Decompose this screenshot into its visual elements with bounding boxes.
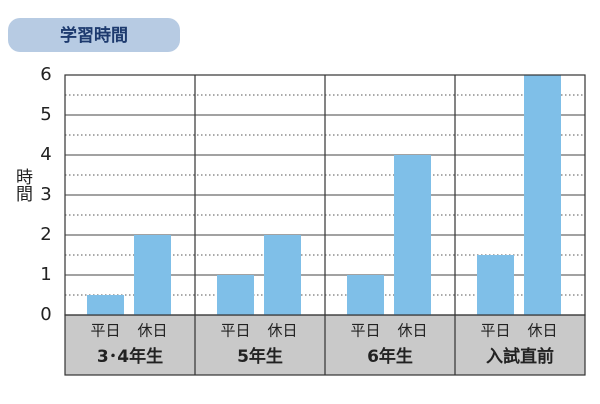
- bar: [87, 295, 124, 315]
- series-label: 平日: [480, 322, 510, 340]
- bar: [264, 235, 301, 315]
- y-tick-label: 2: [40, 224, 51, 245]
- bar: [524, 75, 561, 315]
- bar: [347, 275, 384, 315]
- x-tick-label: 5年生: [237, 346, 283, 367]
- x-tick-label: 3･4年生: [97, 346, 163, 367]
- y-tick-label: 1: [40, 264, 51, 285]
- y-tick-label: 3: [40, 184, 51, 205]
- y-tick-label: 4: [40, 144, 51, 165]
- bar: [477, 255, 514, 315]
- plot-frame: [64, 74, 586, 316]
- y-axis-label: 時間: [12, 168, 32, 203]
- title-pill: [8, 18, 180, 52]
- series-label: 休日: [267, 322, 297, 340]
- series-label: 休日: [397, 322, 427, 340]
- series-label: 平日: [90, 322, 120, 340]
- series-label: 平日: [350, 322, 380, 340]
- series-label: 休日: [137, 322, 167, 340]
- bar: [394, 155, 431, 315]
- chart-title: 学習時間: [60, 25, 128, 46]
- y-tick-label: 6: [40, 64, 51, 85]
- y-tick-label: 5: [40, 104, 51, 125]
- series-label: 休日: [527, 322, 557, 340]
- bar: [134, 235, 171, 315]
- series-label: 平日: [220, 322, 250, 340]
- x-tick-label: 入試直前: [486, 346, 554, 367]
- y-tick-label: 0: [40, 304, 51, 325]
- bar: [217, 275, 254, 315]
- x-tick-label: 6年生: [367, 346, 413, 367]
